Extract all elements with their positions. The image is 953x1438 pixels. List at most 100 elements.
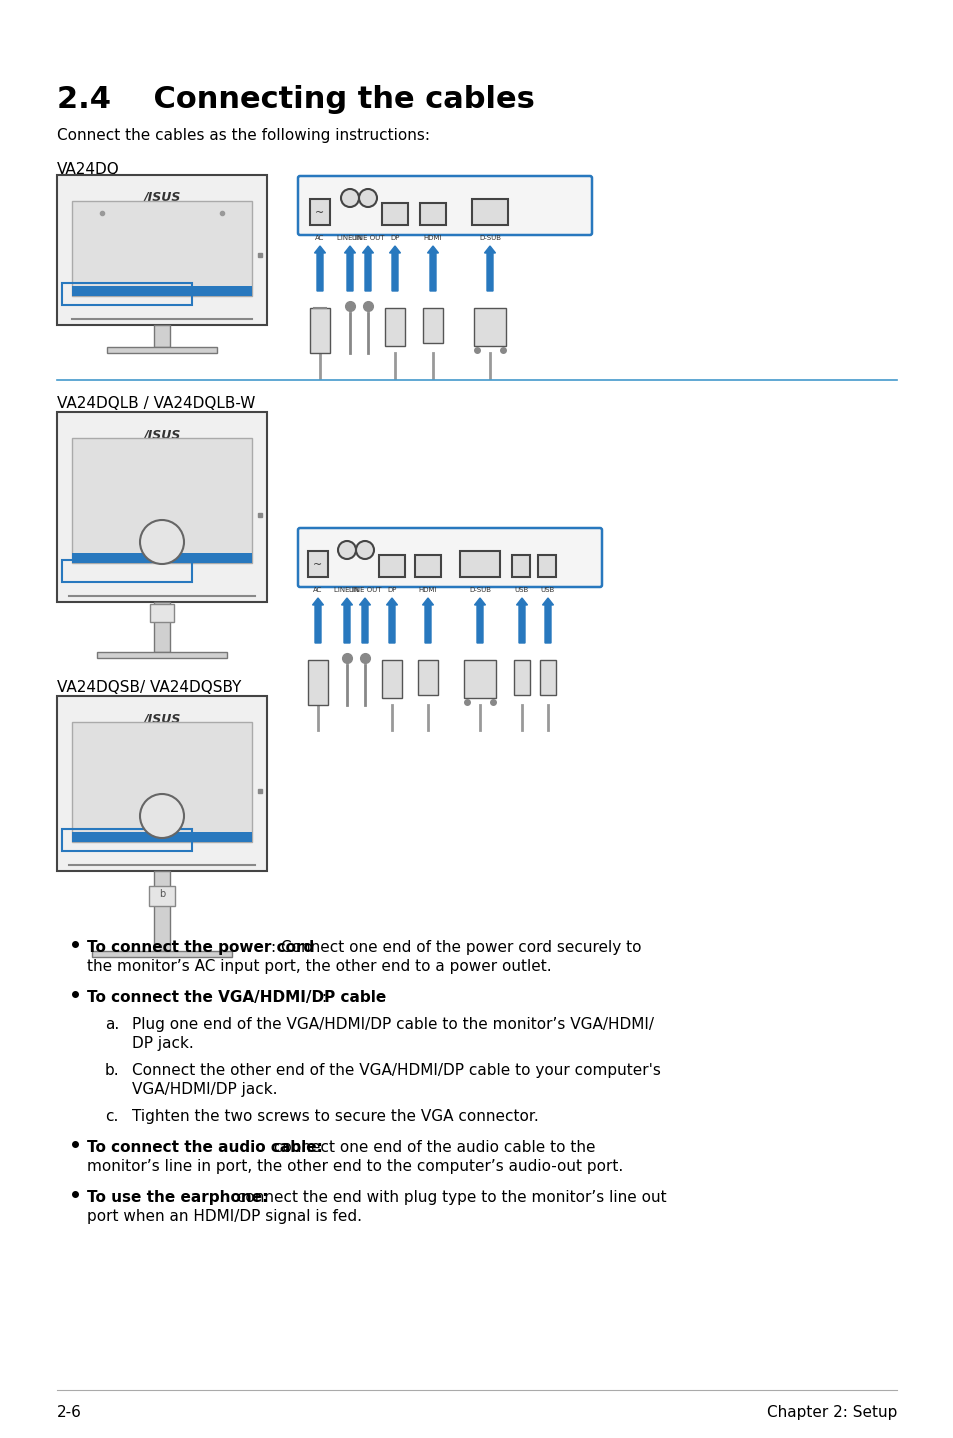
FancyArrow shape [313, 598, 323, 643]
Bar [71, 286, 252, 296]
Text: USB: USB [515, 587, 529, 592]
Bar [378, 555, 405, 577]
Text: To use the earphone:: To use the earphone: [87, 1191, 268, 1205]
Text: DP: DP [390, 234, 399, 242]
Text: ~: ~ [313, 559, 322, 569]
Text: LINE IN: LINE IN [335, 587, 359, 592]
Circle shape [140, 794, 184, 838]
Bar [153, 603, 170, 651]
Text: VA24DQLB / VA24DQLB-W: VA24DQLB / VA24DQLB-W [57, 395, 255, 411]
FancyArrow shape [422, 598, 433, 643]
Bar [512, 555, 530, 577]
Text: To connect the power cord: To connect the power cord [87, 940, 314, 955]
Text: To connect the audio cable:: To connect the audio cable: [87, 1140, 322, 1155]
Text: connect the end with plug type to the monitor’s line out: connect the end with plug type to the mo… [232, 1191, 666, 1205]
FancyArrow shape [542, 598, 553, 643]
Text: AC: AC [315, 234, 324, 242]
FancyArrow shape [386, 598, 397, 643]
Text: DP jack.: DP jack. [132, 1035, 193, 1051]
Text: /ISUS: /ISUS [143, 191, 180, 204]
FancyArrow shape [484, 246, 495, 290]
Text: To connect the VGA/HDMI/DP cable: To connect the VGA/HDMI/DP cable [87, 989, 386, 1005]
FancyArrow shape [344, 246, 355, 290]
Bar [381, 660, 401, 697]
Text: DP: DP [387, 587, 396, 592]
Bar [71, 439, 252, 564]
FancyArrow shape [389, 246, 400, 290]
Text: 2-6: 2-6 [57, 1405, 82, 1419]
Bar [71, 201, 252, 296]
FancyArrow shape [314, 246, 325, 290]
Bar [385, 308, 405, 347]
FancyBboxPatch shape [297, 175, 592, 234]
Circle shape [358, 188, 376, 207]
Text: Connect the cables as the following instructions:: Connect the cables as the following inst… [57, 128, 430, 142]
FancyArrow shape [341, 598, 352, 643]
FancyArrow shape [427, 246, 438, 290]
Circle shape [355, 541, 374, 559]
Text: Chapter 2: Setup: Chapter 2: Setup [766, 1405, 896, 1419]
FancyArrow shape [359, 598, 370, 643]
Bar [153, 325, 170, 347]
Circle shape [140, 521, 184, 564]
Text: HDMI: HDMI [418, 587, 436, 592]
Text: Connect the other end of the VGA/HDMI/DP cable to your computer's: Connect the other end of the VGA/HDMI/DP… [132, 1063, 660, 1078]
Text: the monitor’s AC input port, the other end to a power outlet.: the monitor’s AC input port, the other e… [87, 959, 551, 974]
Text: b: b [159, 889, 165, 899]
Text: D-SUB: D-SUB [469, 587, 491, 592]
FancyBboxPatch shape [297, 528, 601, 587]
Text: VA24DQSB/ VA24DQSBY: VA24DQSB/ VA24DQSBY [57, 680, 241, 695]
Bar [62, 559, 192, 582]
Bar [539, 660, 556, 695]
Text: port when an HDMI/DP signal is fed.: port when an HDMI/DP signal is fed. [87, 1209, 361, 1224]
Bar [62, 828, 192, 851]
Bar [381, 203, 408, 224]
Bar [97, 651, 227, 659]
Text: a.: a. [105, 1017, 119, 1032]
Bar [57, 175, 267, 325]
Text: monitor’s line in port, the other end to the computer’s audio-out port.: monitor’s line in port, the other end to… [87, 1159, 622, 1173]
Text: VGA/HDMI/DP jack.: VGA/HDMI/DP jack. [132, 1081, 277, 1097]
Bar [472, 198, 507, 224]
Bar [474, 308, 505, 347]
Text: connect one end of the audio cable to the: connect one end of the audio cable to th… [269, 1140, 595, 1155]
Bar [149, 886, 174, 906]
Bar [415, 555, 440, 577]
Text: Tighten the two screws to secure the VGA connector.: Tighten the two screws to secure the VGA… [132, 1109, 538, 1125]
Bar [57, 696, 267, 871]
Bar [57, 413, 267, 603]
Bar [310, 308, 330, 352]
Text: ~: ~ [315, 209, 324, 219]
FancyArrow shape [516, 598, 527, 643]
Bar [71, 833, 252, 843]
Bar [150, 604, 173, 623]
Bar [62, 283, 192, 305]
Bar [459, 551, 499, 577]
Text: /ISUS: /ISUS [143, 429, 180, 441]
Text: /ISUS: /ISUS [143, 712, 180, 725]
Bar [107, 347, 216, 352]
Text: b.: b. [105, 1063, 119, 1078]
Text: c.: c. [105, 1109, 118, 1125]
FancyArrow shape [362, 246, 374, 290]
Bar [419, 203, 446, 224]
Bar [71, 722, 252, 843]
Text: D-SUB: D-SUB [478, 234, 500, 242]
Bar [422, 308, 442, 344]
Bar [310, 198, 330, 224]
Text: 2.4    Connecting the cables: 2.4 Connecting the cables [57, 85, 535, 114]
Text: : Connect one end of the power cord securely to: : Connect one end of the power cord secu… [271, 940, 640, 955]
Text: HDMI: HDMI [423, 234, 442, 242]
Text: AC: AC [313, 587, 322, 592]
Bar [91, 951, 232, 958]
Circle shape [337, 541, 355, 559]
Bar [308, 551, 328, 577]
Text: LINE IN: LINE IN [337, 234, 362, 242]
Bar [537, 555, 556, 577]
Text: :: : [320, 989, 326, 1005]
Bar [463, 660, 496, 697]
Text: Plug one end of the VGA/HDMI/DP cable to the monitor’s VGA/HDMI/: Plug one end of the VGA/HDMI/DP cable to… [132, 1017, 654, 1032]
Bar [71, 554, 252, 564]
FancyArrow shape [474, 598, 485, 643]
Text: LINE OUT: LINE OUT [352, 234, 384, 242]
